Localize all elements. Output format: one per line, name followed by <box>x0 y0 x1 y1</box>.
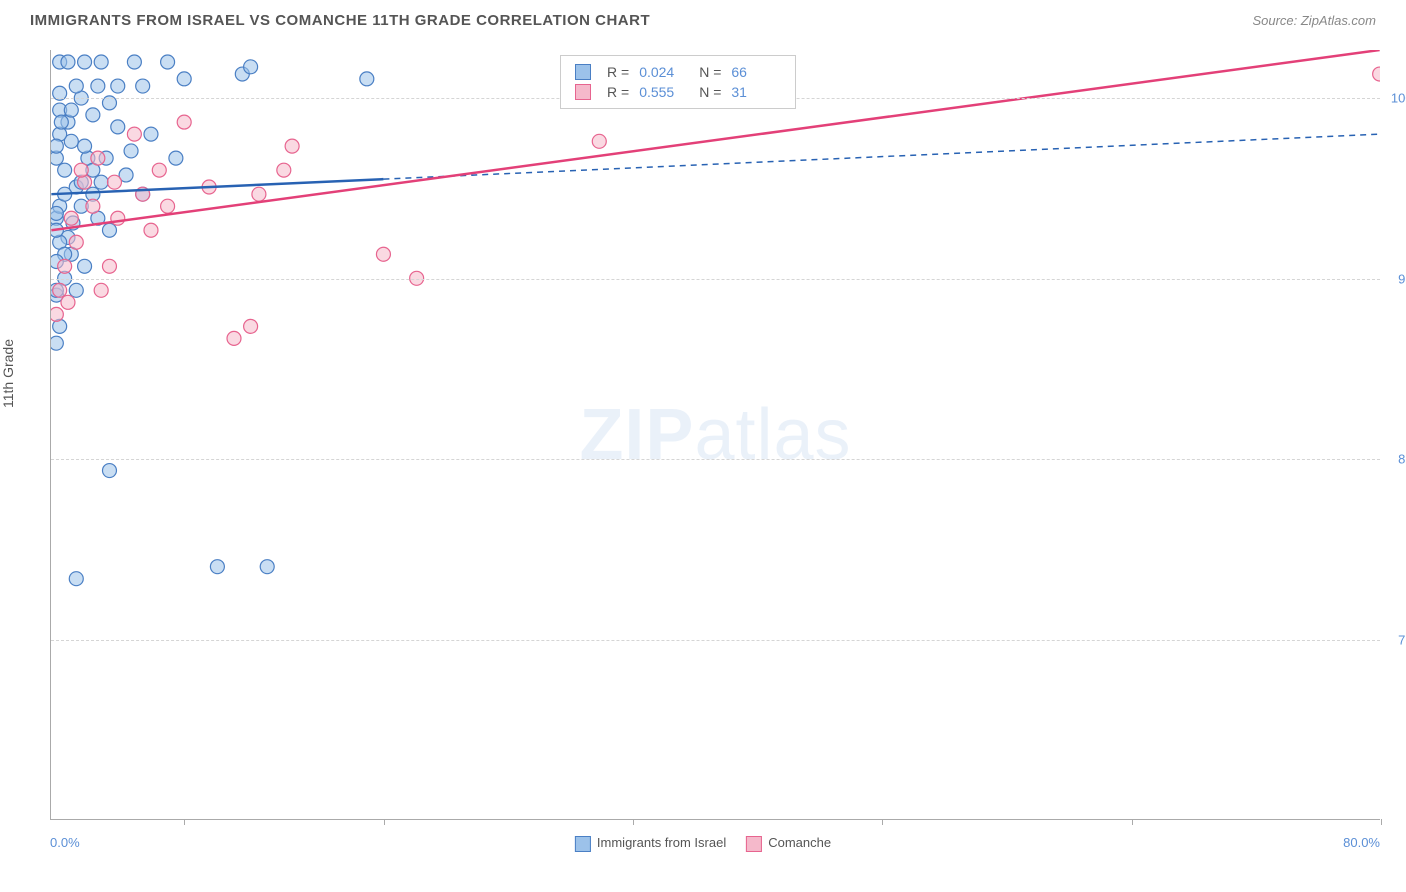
series-legend: Immigrants from Israel Comanche <box>575 835 831 852</box>
gridline-h <box>51 459 1380 460</box>
x-tick-min: 0.0% <box>50 835 80 850</box>
legend-swatch-series1 <box>575 64 591 80</box>
chart-plot-area: ZIPatlas 77.5%85.0%92.5%100.0% <box>50 50 1380 820</box>
y-axis-label: 11th Grade <box>0 339 16 408</box>
y-tick-label: 92.5% <box>1398 271 1406 286</box>
gridline-h <box>51 640 1380 641</box>
x-tick <box>384 819 385 825</box>
legend-swatch-icon <box>575 836 591 852</box>
legend-row-series2: R = 0.555 N = 31 <box>575 82 781 102</box>
x-tick <box>1132 819 1133 825</box>
legend-row-series1: R = 0.024 N = 66 <box>575 62 781 82</box>
legend-item-series2: Comanche <box>746 835 831 852</box>
x-tick <box>184 819 185 825</box>
legend-swatch-series2 <box>575 84 591 100</box>
x-tick <box>1381 819 1382 825</box>
r-value-series1: 0.024 <box>639 64 689 80</box>
x-tick <box>633 819 634 825</box>
correlation-legend: R = 0.024 N = 66 R = 0.555 N = 31 <box>560 55 796 109</box>
y-tick-label: 100.0% <box>1391 91 1406 106</box>
legend-swatch-icon <box>746 836 762 852</box>
watermark: ZIPatlas <box>579 394 851 476</box>
legend-item-series1: Immigrants from Israel <box>575 835 726 852</box>
x-tick <box>882 819 883 825</box>
n-value-series1: 66 <box>731 64 781 80</box>
chart-title: IMMIGRANTS FROM ISRAEL VS COMANCHE 11TH … <box>30 12 650 29</box>
r-value-series2: 0.555 <box>639 84 689 100</box>
plot-surface: ZIPatlas 77.5%85.0%92.5%100.0% <box>50 50 1380 820</box>
x-tick-max: 80.0% <box>1343 835 1380 850</box>
y-tick-label: 77.5% <box>1398 632 1406 647</box>
gridline-h <box>51 279 1380 280</box>
source-attribution: Source: ZipAtlas.com <box>1252 13 1376 28</box>
y-tick-label: 85.0% <box>1398 452 1406 467</box>
scatter-svg <box>51 50 1380 819</box>
n-value-series2: 31 <box>731 84 781 100</box>
